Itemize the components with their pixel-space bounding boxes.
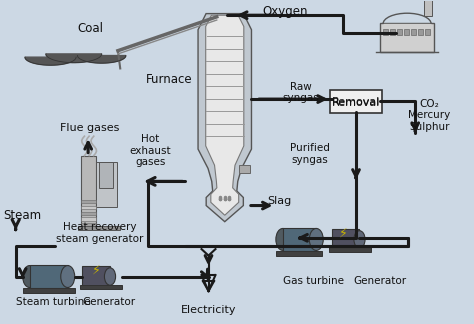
Text: Removal: Removal <box>332 97 380 107</box>
Ellipse shape <box>104 268 116 285</box>
Text: Gas turbine: Gas turbine <box>283 276 344 286</box>
Polygon shape <box>46 54 101 63</box>
Text: Coal: Coal <box>77 22 103 35</box>
Bar <box>239 165 250 173</box>
Text: Furnace: Furnace <box>146 73 192 86</box>
Bar <box>96 162 117 207</box>
Text: Steam turbine: Steam turbine <box>16 297 90 307</box>
Polygon shape <box>25 57 76 65</box>
Bar <box>81 206 96 209</box>
Bar <box>276 251 322 256</box>
Text: Electricity: Electricity <box>181 306 236 315</box>
Bar <box>81 212 96 215</box>
Text: CO₂
Mercury
Sulphur: CO₂ Mercury Sulphur <box>408 98 450 132</box>
FancyBboxPatch shape <box>330 90 382 113</box>
Bar <box>78 226 120 230</box>
Text: Flue gases: Flue gases <box>60 123 120 133</box>
Bar <box>80 284 122 289</box>
Text: Generator: Generator <box>354 276 407 286</box>
Text: Heat recovery
steam generator: Heat recovery steam generator <box>55 222 143 244</box>
Ellipse shape <box>23 266 36 287</box>
Ellipse shape <box>354 231 365 248</box>
Polygon shape <box>206 15 244 215</box>
Text: Steam: Steam <box>4 209 42 222</box>
Bar <box>329 248 371 252</box>
Bar <box>390 29 395 35</box>
Bar <box>81 156 96 226</box>
Bar <box>404 29 409 35</box>
Bar <box>383 29 388 35</box>
Bar <box>397 29 402 35</box>
Bar <box>23 288 75 293</box>
Bar <box>381 23 434 52</box>
Bar <box>418 29 423 35</box>
Text: Purified
syngas: Purified syngas <box>290 143 330 165</box>
Bar <box>283 228 316 251</box>
Polygon shape <box>198 14 252 222</box>
Text: Oxygen: Oxygen <box>263 6 308 18</box>
Bar <box>332 229 359 251</box>
Bar <box>424 0 432 16</box>
Ellipse shape <box>310 228 323 250</box>
Bar <box>81 223 96 226</box>
Text: ⚡: ⚡ <box>91 264 100 277</box>
Text: ⚡: ⚡ <box>339 226 347 239</box>
Text: Raw
syngas: Raw syngas <box>282 82 319 103</box>
Ellipse shape <box>276 228 290 250</box>
Bar <box>411 29 416 35</box>
Bar <box>81 217 96 221</box>
Ellipse shape <box>61 266 75 287</box>
Text: Generator: Generator <box>82 297 135 307</box>
Bar <box>82 266 110 288</box>
Text: Slag: Slag <box>267 196 292 206</box>
Bar <box>81 200 96 203</box>
Polygon shape <box>77 55 126 63</box>
Bar <box>425 29 429 35</box>
Text: Removal: Removal <box>332 98 380 108</box>
Text: Hot
exhaust
gases: Hot exhaust gases <box>129 134 171 167</box>
Bar <box>30 265 68 288</box>
Bar <box>100 162 113 188</box>
